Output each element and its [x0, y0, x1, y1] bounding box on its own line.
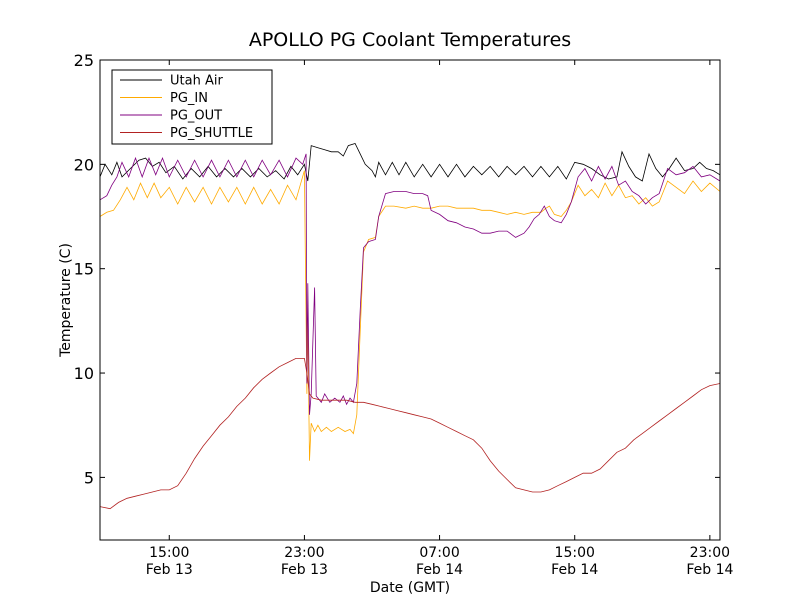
x-tick-date-label: Feb 13	[281, 562, 328, 578]
x-tick-time-label: 23:00	[284, 545, 324, 561]
x-tick-date-label: Feb 13	[146, 562, 193, 578]
series-line-pg-out	[100, 153, 720, 415]
legend-label: PG_SHUTTLE	[170, 126, 253, 141]
plot-frame	[99, 59, 721, 541]
y-axis-label: Temperature (C)	[58, 243, 74, 358]
x-axis-label: Date (GMT)	[370, 580, 450, 596]
y-tick-label: 15	[74, 260, 94, 279]
y-tick-label: 20	[74, 155, 94, 174]
chart-title: APOLLO PG Coolant Temperatures	[249, 29, 571, 51]
y-tick-label: 10	[74, 364, 94, 383]
series-line-pg-shuttle	[100, 358, 720, 510]
y-tick-label: 5	[84, 468, 94, 487]
legend: Utah Air PG_IN PG_OUT PG_SHUTTLE	[111, 69, 273, 145]
x-tick-time-label: 15:00	[149, 545, 189, 561]
x-tick-time-label: 15:00	[555, 545, 595, 561]
legend-box	[111, 69, 273, 145]
legend-label: PG_IN	[170, 91, 208, 106]
legend-label: PG_OUT	[170, 109, 222, 124]
x-tick-time-label: 23:00	[690, 545, 730, 561]
y-tick-label: 25	[74, 51, 94, 70]
series-line-utah-air	[100, 143, 720, 182]
x-tick-date-label: Feb 14	[551, 562, 598, 578]
legend-label: Utah Air	[170, 74, 223, 89]
x-tick-date-label: Feb 14	[416, 562, 463, 578]
x-tick-date-label: Feb 14	[686, 562, 733, 578]
x-tick-time-label: 07:00	[419, 545, 459, 561]
series-layer	[100, 143, 720, 510]
